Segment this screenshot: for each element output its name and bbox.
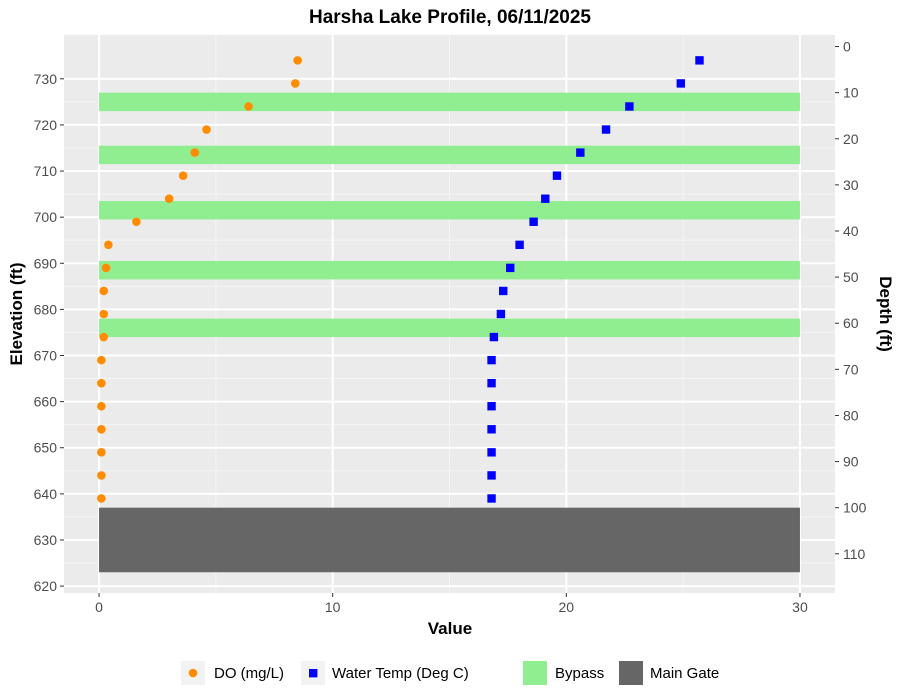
bypass-band bbox=[99, 260, 800, 280]
main-gate-band bbox=[99, 507, 800, 573]
bypass-band bbox=[99, 145, 800, 165]
y2-tick-label: 90 bbox=[843, 454, 859, 470]
temp-point bbox=[487, 378, 496, 388]
legend-label: Bypass bbox=[555, 665, 604, 682]
legend-key-do bbox=[188, 668, 198, 678]
x-tick-label: 10 bbox=[325, 599, 341, 615]
temp-point bbox=[541, 194, 550, 203]
do-point bbox=[101, 263, 111, 273]
bypass-band bbox=[99, 201, 800, 220]
temp-point bbox=[576, 148, 585, 157]
y-tick-label: 690 bbox=[34, 255, 58, 271]
do-point bbox=[99, 332, 109, 342]
bands-layer bbox=[99, 92, 800, 573]
y-tick-label: 630 bbox=[34, 532, 58, 548]
y2-tick-label: 40 bbox=[843, 223, 859, 239]
legend-key-main-gate bbox=[619, 661, 643, 685]
y2-tick-label: 110 bbox=[843, 546, 866, 562]
legend-label: DO (mg/L) bbox=[214, 665, 284, 682]
do-point bbox=[164, 194, 174, 204]
y2-tick-label: 20 bbox=[843, 131, 859, 147]
do-point bbox=[104, 240, 113, 250]
chart-title: Harsha Lake Profile, 06/11/2025 bbox=[309, 7, 591, 28]
do-point bbox=[97, 424, 106, 434]
do-point bbox=[291, 79, 300, 88]
do-point bbox=[293, 56, 302, 65]
legend-label: Main Gate bbox=[650, 665, 719, 682]
y-tick-label: 650 bbox=[34, 440, 58, 456]
y-axis-title: Elevation (ft) bbox=[7, 263, 26, 366]
temp-point bbox=[487, 402, 496, 411]
x-tick-label: 20 bbox=[559, 599, 575, 615]
temp-point bbox=[487, 471, 496, 480]
temp-point bbox=[487, 448, 496, 457]
y-tick-label: 660 bbox=[34, 394, 58, 410]
do-point bbox=[132, 217, 141, 227]
temp-point bbox=[695, 56, 704, 65]
do-point bbox=[202, 125, 211, 134]
legend-key-bypass bbox=[523, 661, 547, 685]
y-tick-label: 670 bbox=[34, 348, 58, 364]
temp-point bbox=[499, 286, 508, 296]
y-tick-label: 720 bbox=[34, 117, 58, 133]
temp-point bbox=[552, 171, 562, 180]
y-tick-label: 620 bbox=[34, 578, 58, 594]
y2-axis-title: Depth (ft) bbox=[876, 276, 895, 352]
temp-point bbox=[515, 240, 524, 250]
x-tick-label: 0 bbox=[95, 599, 103, 615]
do-point bbox=[97, 448, 106, 457]
do-point bbox=[244, 102, 253, 111]
y-tick-label: 640 bbox=[34, 486, 58, 502]
y2-tick-label: 50 bbox=[843, 269, 859, 285]
do-point bbox=[97, 494, 106, 503]
x-axis-title: Value bbox=[428, 619, 472, 638]
temp-point bbox=[496, 309, 506, 319]
y-tick-label: 730 bbox=[34, 71, 58, 87]
temp-point bbox=[506, 263, 515, 273]
legend-label: Water Temp (Deg C) bbox=[332, 665, 469, 682]
do-point bbox=[97, 471, 106, 480]
do-point bbox=[190, 148, 200, 157]
temp-point bbox=[676, 79, 685, 88]
temp-point bbox=[487, 355, 496, 365]
y2-tick-label: 100 bbox=[843, 500, 867, 516]
y-tick-label: 700 bbox=[34, 209, 58, 225]
do-point bbox=[97, 378, 106, 388]
y2-tick-label: 70 bbox=[843, 361, 859, 377]
y2-tick-label: 10 bbox=[843, 85, 859, 101]
legend-key-temp bbox=[309, 669, 318, 678]
do-point bbox=[97, 355, 106, 365]
y2-tick-label: 0 bbox=[843, 39, 851, 55]
bypass-band bbox=[99, 318, 800, 338]
legend: DO (mg/L) Water Temp (Deg C) Bypass Main Ga… bbox=[181, 661, 719, 685]
temp-point bbox=[487, 494, 496, 503]
temp-point bbox=[529, 217, 538, 226]
points-layer bbox=[97, 56, 704, 503]
temp-point bbox=[487, 425, 496, 434]
do-point bbox=[97, 401, 106, 411]
bypass-band bbox=[99, 92, 800, 112]
y2-tick-label: 60 bbox=[843, 315, 859, 331]
do-point bbox=[178, 171, 188, 180]
do-point bbox=[99, 286, 109, 296]
y2-tick-label: 30 bbox=[843, 177, 859, 193]
temp-point bbox=[489, 332, 499, 342]
y-tick-label: 680 bbox=[34, 301, 58, 317]
temp-point bbox=[601, 125, 611, 134]
x-tick-label: 30 bbox=[792, 599, 808, 615]
temp-point bbox=[625, 102, 634, 111]
y-tick-label: 710 bbox=[34, 163, 58, 179]
do-point bbox=[99, 309, 109, 319]
y2-tick-label: 80 bbox=[843, 407, 859, 423]
